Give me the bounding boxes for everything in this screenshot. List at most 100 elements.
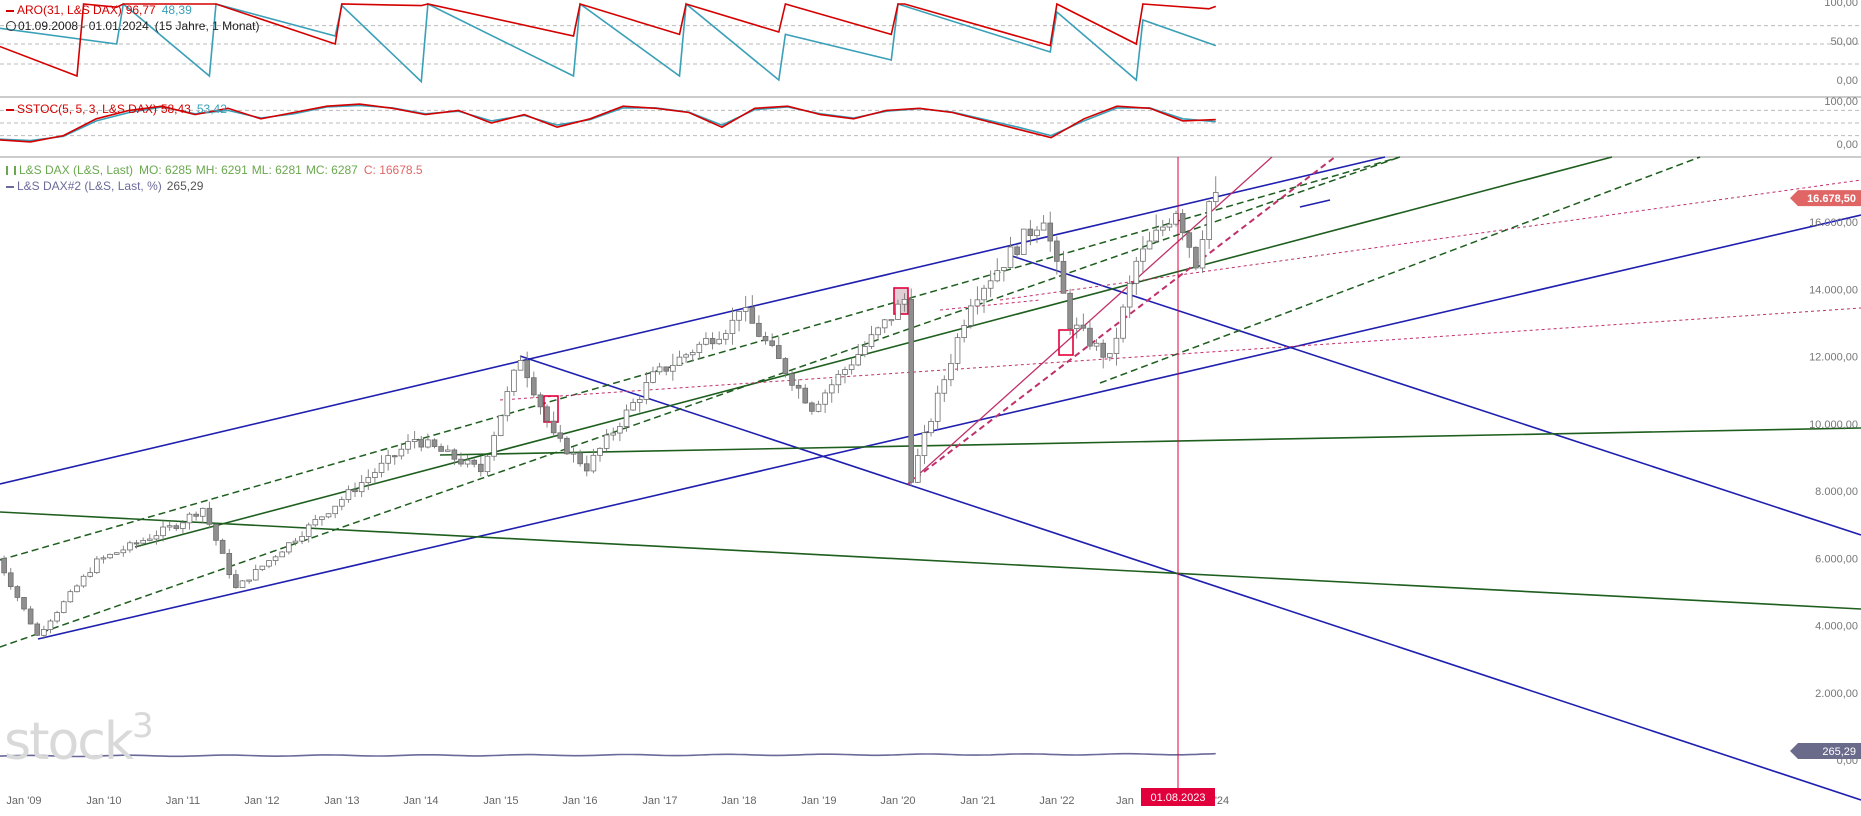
candle-body [570, 452, 577, 455]
candle-body [544, 406, 550, 422]
candle-body [775, 345, 782, 359]
candle-body [1080, 324, 1087, 329]
candle-body [378, 462, 385, 473]
x-axis-tick-label: Jan '12 [244, 795, 279, 807]
price-axis-tick-label: 12.000,00 [1809, 352, 1858, 364]
candle-body [1040, 222, 1047, 231]
candle-body [233, 574, 239, 588]
candle-body [862, 346, 868, 355]
candle-body [226, 553, 233, 576]
price-ml: ML: 6281 [251, 163, 302, 177]
candle-body [312, 519, 319, 526]
crosshair-date-badge [1141, 788, 1215, 806]
candle-body [7, 572, 14, 588]
candle-body [577, 452, 583, 465]
candle-body [531, 377, 537, 396]
candle-body [1073, 324, 1080, 329]
candle-body [464, 459, 471, 465]
candle-body [1120, 306, 1126, 339]
aro-axis-tick-label: 0,00 [1837, 75, 1858, 87]
candle-body [617, 426, 623, 434]
candle-body [34, 623, 41, 636]
candle-body [901, 298, 908, 305]
candle-body [961, 325, 967, 339]
candle-body [173, 525, 180, 529]
candle-body [239, 580, 246, 588]
candle-body [809, 402, 815, 412]
green-dashed-short [1099, 156, 1701, 384]
candle-body [1153, 229, 1159, 242]
sstoc-legend-swatch [6, 108, 14, 111]
crosshair-date-label: 01.08.2023 [1150, 792, 1205, 804]
candle-body [180, 522, 186, 529]
candle-body [524, 360, 530, 379]
candle-body [597, 447, 603, 456]
indicator-layer [0, 2, 1217, 758]
candle-body [895, 303, 901, 320]
candle-body [994, 270, 1001, 282]
candle-body [504, 391, 511, 417]
candle-body [564, 437, 570, 455]
candle-body [1140, 248, 1146, 262]
candle-body [716, 338, 722, 345]
aro-axis-tick-label: 50,00 [1830, 36, 1858, 48]
candle-body [908, 298, 914, 483]
axis-layer: 100,00 50,00 0,00 100,00 0,00 16.000,00 14.000… [6, 0, 1858, 807]
price-legend-name[interactable]: L&S DAX (L&S, Last) [19, 163, 134, 177]
price-mh: MH: 6291 [195, 163, 248, 177]
candle-body [822, 392, 828, 405]
price-axis-tick-label: 6.000,00 [1815, 553, 1858, 565]
candle-body [696, 343, 703, 353]
candle-body [166, 525, 173, 528]
sstoc-legend-name[interactable]: SSTOC(5, 5, 3, L&S DAX) [17, 102, 157, 116]
candle-body [795, 384, 802, 389]
blue-falling-line [519, 355, 1861, 801]
candle-body [319, 516, 325, 520]
x-axis-tick-label: Jan '20 [880, 795, 915, 807]
range-legend: 01.09.2008 - 01.01.2024 (15 Jahre, 1 Mona… [6, 19, 266, 33]
dax2-legend: L&S DAX#2 (L&S, Last, %) 265,29 [6, 179, 209, 193]
price-axis-tick-label: 8.000,00 [1815, 486, 1858, 498]
green-horizontal-line [439, 427, 1861, 456]
candle-body [590, 454, 597, 472]
candle-body [21, 597, 27, 610]
candle-body [663, 366, 670, 372]
candle-body [160, 526, 166, 537]
candle-body [418, 439, 425, 448]
x-axis-tick-label: Jan '17 [642, 795, 677, 807]
candle-body [729, 319, 736, 334]
candle-body [981, 287, 987, 301]
x-axis-tick-label: Jan [1116, 795, 1134, 807]
candle-body [1146, 240, 1153, 250]
pink-dotted-line [499, 307, 1861, 401]
candle-body [47, 620, 54, 630]
candle-body [1067, 292, 1073, 329]
sstoc-d-value: 53,42 [196, 102, 227, 116]
candle-body [100, 557, 107, 560]
candle-body [372, 472, 378, 478]
candle-body [623, 409, 630, 427]
candle-body [1193, 246, 1199, 269]
last-price-badge [1790, 190, 1861, 207]
candle-body [656, 366, 663, 373]
aro-down-line [0, 2, 1217, 84]
candle-body [127, 542, 133, 551]
dax2-legend-name[interactable]: L&S DAX#2 (L&S, Last, %) [17, 179, 162, 193]
candle-body [703, 338, 709, 345]
candle-body [789, 373, 795, 386]
candle-body [391, 455, 398, 458]
sstoc-legend: SSTOC(5, 5, 3, L&S DAX) 58,43 53,42 [6, 102, 233, 116]
candle-body [630, 402, 636, 411]
x-axis-tick-label: Jan '18 [721, 795, 756, 807]
candle-body [14, 586, 21, 598]
date-range[interactable]: 01.09.2008 - 01.01.2024 [18, 19, 149, 33]
candle-body [683, 354, 689, 358]
price-legend: L&S DAX (L&S, Last) MO: 6285 MH: 6291 ML: 6… [6, 163, 429, 177]
candle-body [1020, 228, 1027, 255]
candle-body [146, 538, 153, 541]
candle-body [742, 307, 749, 312]
period-text: (15 Jahre, 1 Monat) [154, 19, 260, 33]
aro-legend-name[interactable]: ARO(31, L&S DAX) [17, 3, 122, 17]
candle-body [1093, 342, 1100, 347]
